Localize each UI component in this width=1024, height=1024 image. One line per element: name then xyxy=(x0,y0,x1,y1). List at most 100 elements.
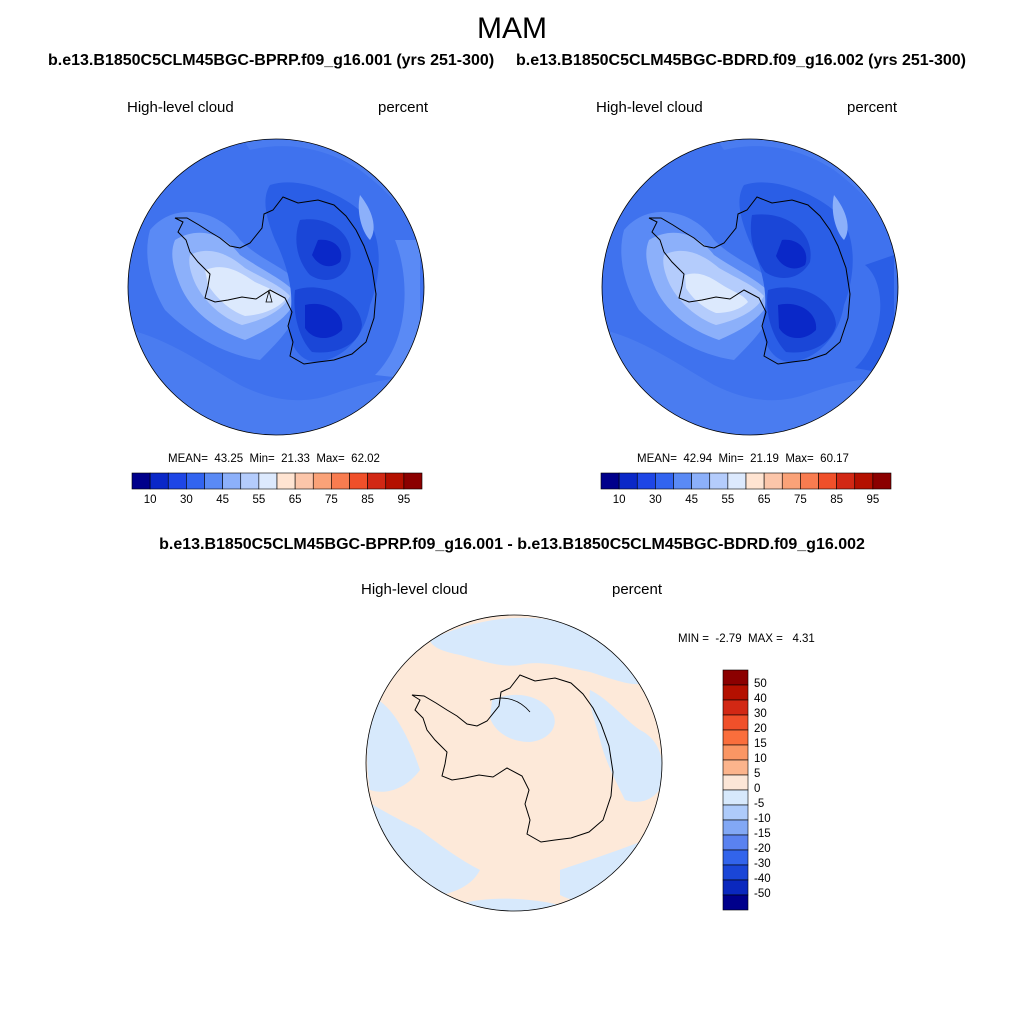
colorbar-label: 85 xyxy=(361,494,375,506)
colorbar-swatch xyxy=(149,472,169,490)
colorbar-swatch xyxy=(167,472,187,490)
case1-title: b.e13.B1850C5CLM45BGC-BPRP.f09_g16.001 (… xyxy=(48,52,495,69)
colorbar-label: 40 xyxy=(754,693,767,705)
colorbar-label: 75 xyxy=(793,494,807,506)
colorbar-swatch xyxy=(854,472,874,490)
case2-min-value: 21.19 xyxy=(750,453,779,465)
colorbar-label: -5 xyxy=(754,798,765,810)
colorbar-swatch xyxy=(276,472,296,490)
colorbar-swatch xyxy=(763,472,783,490)
colorbar-swatch xyxy=(722,714,749,731)
colorbar-label: 15 xyxy=(754,738,767,750)
case2-title: b.e13.B1850C5CLM45BGC-BDRD.f09_g16.002 (… xyxy=(516,52,966,69)
colorbar-label: 10 xyxy=(143,494,157,506)
colorbar-swatch xyxy=(367,472,387,490)
colorbar-swatch xyxy=(722,864,749,881)
colorbar-label: 45 xyxy=(685,494,699,506)
colorbar-swatch xyxy=(722,789,749,806)
max-caps-label: MAX = xyxy=(748,633,783,645)
colorbar-label: 30 xyxy=(754,708,767,720)
colorbar-swatch xyxy=(204,472,223,490)
colorbar-swatch xyxy=(722,684,749,701)
colorbar-label: 55 xyxy=(721,494,735,506)
case1-max-value: 62.02 xyxy=(351,453,380,465)
colorbar-swatch xyxy=(727,472,747,490)
min-caps-label: MIN = xyxy=(678,633,709,645)
colorbar-swatch xyxy=(655,472,674,490)
page-title: MAM xyxy=(477,12,547,45)
case1-colorbar xyxy=(131,472,423,490)
colorbar-swatch xyxy=(722,774,749,791)
colorbar-label: 55 xyxy=(252,494,266,506)
case2-mean-value: 42.94 xyxy=(683,453,713,465)
colorbar-swatch xyxy=(722,804,749,821)
colorbar-label: 50 xyxy=(754,678,767,690)
colorbar-swatch xyxy=(818,472,837,490)
colorbar-label: -30 xyxy=(754,858,771,870)
colorbar-swatch xyxy=(722,819,749,836)
case1-min-value: 21.33 xyxy=(281,453,310,465)
colorbar-swatch xyxy=(691,472,711,490)
colorbar-swatch xyxy=(722,894,749,911)
colorbar-swatch xyxy=(709,472,729,490)
colorbar-label: 75 xyxy=(324,494,338,506)
max-label: Max= xyxy=(316,453,345,465)
colorbar-swatch xyxy=(312,472,332,490)
colorbar-swatch xyxy=(331,472,350,490)
colorbar-swatch xyxy=(222,472,242,490)
case1-units-label: percent xyxy=(378,99,429,116)
colorbar-label: -10 xyxy=(754,813,771,825)
colorbar-label: -50 xyxy=(754,888,771,900)
colorbar-label: 20 xyxy=(754,723,767,735)
colorbar-label: 65 xyxy=(288,494,302,506)
colorbar-label: 30 xyxy=(179,494,193,506)
colorbar-swatch xyxy=(781,472,801,490)
case1-stats: MEAN= 43.25 Min= 21.33 Max= 62.02 xyxy=(168,453,380,465)
colorbar-label: 85 xyxy=(830,494,844,506)
colorbar-swatch xyxy=(636,472,656,490)
min-label: Min= xyxy=(718,453,744,465)
min-label: Min= xyxy=(249,453,275,465)
diff-stats: MIN = -2.79 MAX = 4.31 xyxy=(678,633,815,645)
colorbar-swatch xyxy=(403,472,423,490)
colorbar-swatch xyxy=(745,472,765,490)
colorbar-swatch xyxy=(722,879,749,896)
colorbar-swatch xyxy=(186,472,205,490)
colorbar-label: -15 xyxy=(754,828,771,840)
case2-field-label: High-level cloud xyxy=(596,99,703,116)
colorbar-swatch xyxy=(385,472,405,490)
colorbar-swatch xyxy=(722,669,749,686)
colorbar-label: 10 xyxy=(612,494,626,506)
diff-field-label: High-level cloud xyxy=(361,581,468,598)
colorbar-swatch xyxy=(722,834,749,851)
colorbar-swatch xyxy=(722,759,749,776)
case1-mean-value: 43.25 xyxy=(214,453,244,465)
colorbar-swatch xyxy=(722,744,749,761)
colorbar-swatch xyxy=(600,472,620,490)
colorbar-label: 0 xyxy=(754,783,761,795)
colorbar-swatch xyxy=(722,729,749,746)
colorbar-swatch xyxy=(258,472,278,490)
difference-map xyxy=(366,615,662,911)
case2-stats: MEAN= 42.94 Min= 21.19 Max= 60.17 xyxy=(637,453,849,465)
colorbar-label: 10 xyxy=(754,753,767,765)
mean-label: MEAN= xyxy=(637,453,677,465)
colorbar-swatch xyxy=(349,472,368,490)
colorbar-swatch xyxy=(673,472,692,490)
colorbar-label: 45 xyxy=(216,494,230,506)
colorbar-label: -40 xyxy=(754,873,771,885)
diff-min-value: -2.79 xyxy=(715,633,742,645)
case2-colorbar xyxy=(600,472,892,490)
colorbar-swatch xyxy=(618,472,638,490)
difference-title: b.e13.B1850C5CLM45BGC-BPRP.f09_g16.001 -… xyxy=(159,536,865,553)
colorbar-swatch xyxy=(872,472,892,490)
colorbar-label: 95 xyxy=(397,494,411,506)
case2-units-label: percent xyxy=(847,99,898,116)
mean-label: MEAN= xyxy=(168,453,208,465)
colorbar-swatch xyxy=(131,472,151,490)
case1-field-label: High-level cloud xyxy=(127,99,234,116)
case2-map xyxy=(602,139,898,435)
max-label: Max= xyxy=(785,453,814,465)
colorbar-label: -20 xyxy=(754,843,771,855)
